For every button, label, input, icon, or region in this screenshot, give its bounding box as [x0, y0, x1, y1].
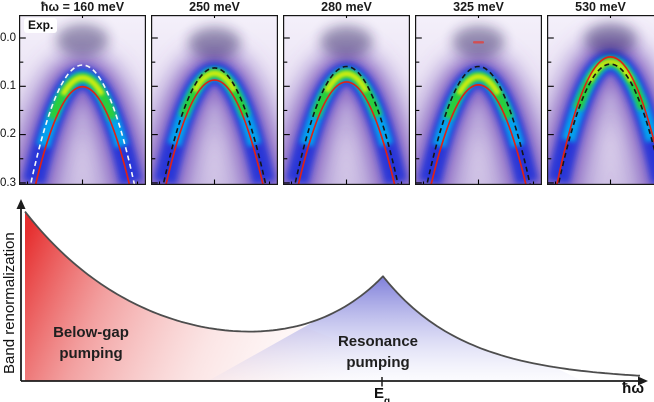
below-gap-line2: pumping: [59, 345, 123, 362]
x-axis-label: ħω: [622, 380, 644, 397]
spectrum-panel-2: 250 meV: [151, 0, 278, 185]
schematic-plot: [16, 199, 648, 387]
exp-badge: Exp.: [24, 18, 58, 33]
resonance-label: Resonance pumping: [313, 331, 443, 373]
e-symbol: E: [373, 385, 384, 402]
y-axis-label: Band renormalization: [1, 232, 18, 374]
energy-tick-label: 0.1: [0, 79, 16, 92]
spectrum-panel-1: ħω = 160 meV Exp.: [19, 0, 146, 185]
panel-title: 325 meV: [453, 0, 504, 14]
panel-title: 250 meV: [189, 0, 240, 14]
resonance-line1: Resonance: [337, 333, 419, 350]
spectrum-map: [415, 15, 542, 185]
spectrum-map: [283, 15, 410, 185]
energy-tick-label: 0.2: [0, 128, 16, 141]
spectrum-map: [547, 15, 654, 185]
panel-title: 280 meV: [321, 0, 372, 14]
below-gap-region: [25, 211, 440, 381]
schematic-panel: Band renormalization Below-gap pumping R…: [0, 195, 654, 402]
resonance-energy-tick-label: Eg: [361, 385, 403, 402]
spectrum-map: [19, 15, 146, 185]
y-axis-arrow: [16, 199, 26, 209]
panel-title: ħω = 160 meV: [40, 0, 125, 14]
renormalization-curve: [24, 211, 641, 377]
e-subscript: g: [383, 396, 391, 402]
spectrum-panel-5: 530 meV: [547, 0, 654, 185]
energy-tick-label: 0.0: [0, 31, 16, 44]
below-gap-label: Below-gap pumping: [31, 322, 151, 364]
below-gap-line1: Below-gap: [53, 324, 129, 341]
spectrum-panel-3: 280 meV: [283, 0, 410, 185]
x-axis-arrow: [638, 376, 648, 386]
resonance-region: [208, 276, 582, 381]
spectrum-panel-4: 325 meV: [415, 0, 542, 185]
energy-tick-label: 0.3: [0, 176, 16, 189]
spectrum-map: [151, 15, 278, 185]
panel-title: 530 meV: [575, 0, 626, 14]
pump-energy-marker: [473, 41, 484, 44]
resonance-line2: pumping: [346, 354, 410, 371]
